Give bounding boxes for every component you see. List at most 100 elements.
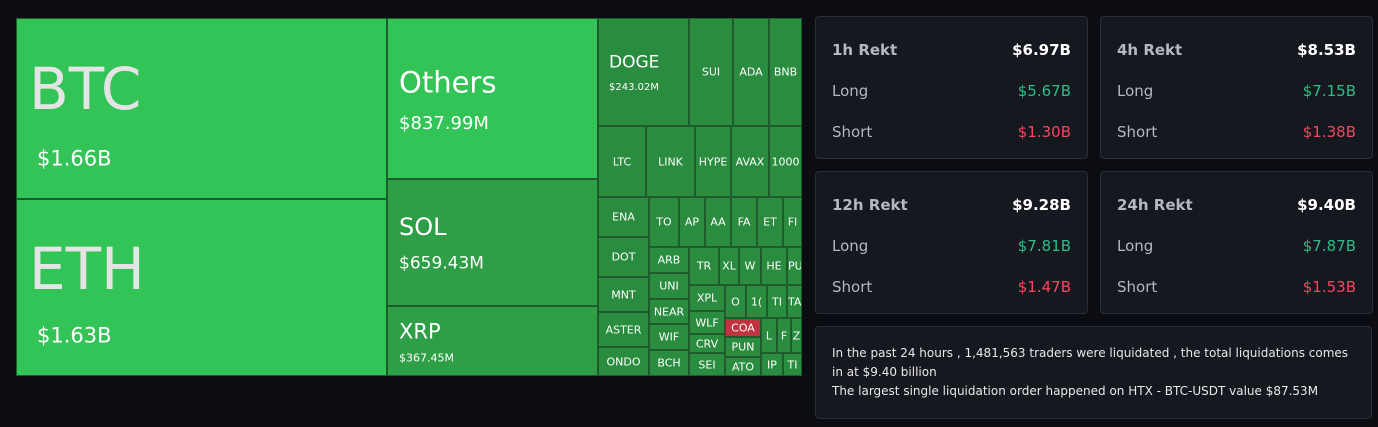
tile-label: 1000: [771, 155, 800, 168]
card-row: Long $7.81B: [832, 237, 1071, 255]
tile-value: $367.45M: [399, 351, 454, 365]
tile-label: AVAX: [735, 155, 765, 168]
treemap-tile: FA: [731, 197, 757, 247]
treemap-tile: ET: [757, 197, 783, 247]
tile-value: $243.02M: [609, 82, 659, 93]
card-title: 12h Rekt: [832, 196, 908, 214]
treemap-tile: LTC: [598, 126, 646, 197]
row-value: $1.47B: [1017, 278, 1071, 296]
tile-label: UNI: [659, 279, 679, 293]
treemap-tile: AVAX: [731, 126, 769, 197]
tile-label: TI: [787, 358, 798, 371]
tile-label: SEI: [698, 358, 716, 371]
tile-label: IP: [767, 358, 777, 371]
card-row: Short $1.38B: [1117, 123, 1356, 141]
treemap-tile: HYPE: [695, 126, 731, 197]
treemap-tile: XPL: [689, 285, 725, 311]
summary-line: In the past 24 hours , 1,481,563 traders…: [832, 346, 1349, 379]
treemap-tile: DOT: [598, 237, 649, 277]
row-label: Short: [1117, 123, 1158, 141]
row-label: Long: [1117, 237, 1154, 255]
card-row: Short $1.53B: [1117, 278, 1356, 296]
tile-label: LTC: [612, 155, 632, 168]
tile-label: PU: [788, 259, 802, 273]
tile-label: ATO: [731, 360, 755, 373]
tile-label: Others: [399, 65, 497, 100]
card-total: $9.28B: [1012, 196, 1071, 214]
treemap-tile: L: [761, 318, 777, 353]
treemap-tile: BNB: [769, 18, 802, 126]
stat-card: 12h Rekt $9.28B Long $7.81B Short $1.47B: [815, 171, 1088, 314]
treemap-tile: ONDO: [598, 347, 649, 376]
treemap-tile: ARB: [649, 247, 689, 273]
treemap-tile: ETH $1.63B: [16, 199, 387, 376]
tile-label: TI: [772, 295, 782, 308]
tile-label: AP: [684, 215, 700, 229]
row-label: Long: [832, 82, 869, 100]
tile-label: ADA: [739, 65, 763, 79]
treemap-tile: ADA: [733, 18, 769, 126]
tile-label: WLF: [695, 316, 719, 329]
treemap-tile: W: [739, 247, 761, 285]
row-label: Long: [832, 237, 869, 255]
treemap-tile: XL: [719, 247, 739, 285]
tile-label: LINK: [658, 155, 683, 168]
tile-value: $659.43M: [399, 253, 484, 274]
tile-label: TO: [656, 215, 672, 229]
tile-value: $837.99M: [399, 113, 489, 134]
tile-label: WIF: [658, 330, 680, 344]
card-row: Short $1.47B: [832, 278, 1071, 296]
treemap-tile: HE: [761, 247, 787, 285]
card-header: 12h Rekt $9.28B: [832, 196, 1071, 214]
row-label: Long: [1117, 82, 1154, 100]
treemap-tile: ATO: [725, 357, 761, 376]
tile-label: PUN: [731, 340, 755, 354]
card-row: Long $7.15B: [1117, 82, 1356, 100]
row-value: $5.67B: [1017, 82, 1071, 100]
tile-label: BTC: [29, 55, 142, 123]
treemap-tile: TR: [689, 247, 719, 285]
tile-label: HYPE: [698, 155, 728, 168]
treemap-tile: 1000: [769, 126, 802, 197]
tile-label: XPL: [696, 291, 718, 305]
treemap-tile: NEAR: [649, 299, 689, 324]
card-header: 4h Rekt $8.53B: [1117, 41, 1356, 59]
treemap-tile: SUI: [689, 18, 733, 126]
tile-label: DOGE: [609, 52, 660, 73]
treemap-tile: ASTER: [598, 312, 649, 347]
tile-label: BCH: [657, 356, 681, 370]
treemap-tile: TA: [787, 285, 802, 318]
row-value: $1.30B: [1017, 123, 1071, 141]
stat-card: 4h Rekt $8.53B Long $7.15B Short $1.38B: [1100, 16, 1373, 159]
treemap-tile: AP: [679, 197, 705, 247]
treemap-tile: CRV: [689, 334, 725, 353]
treemap-tile: WIF: [649, 324, 689, 350]
treemap-tile: BTC $1.66B: [16, 18, 387, 199]
tile-label: BNB: [773, 65, 798, 79]
treemap-tile: TI: [767, 285, 787, 318]
treemap-tile: TI: [783, 353, 802, 376]
card-title: 1h Rekt: [832, 41, 898, 59]
card-header: 24h Rekt $9.40B: [1117, 196, 1356, 214]
treemap-tile: WLF: [689, 311, 725, 334]
treemap-tile: COA: [725, 318, 761, 337]
treemap-tile: XRP $367.45M: [387, 306, 598, 376]
tile-label: XL: [722, 259, 736, 273]
tile-label: TR: [696, 259, 712, 273]
treemap-tile: PUN: [725, 337, 761, 357]
tile-label: L: [765, 329, 773, 342]
tile-label: FA: [737, 215, 751, 229]
row-value: $1.38B: [1302, 123, 1356, 141]
summary-line: The largest single liquidation order hap…: [832, 384, 1319, 398]
stat-card: 24h Rekt $9.40B Long $7.87B Short $1.53B: [1100, 171, 1373, 314]
row-value: $7.81B: [1017, 237, 1071, 255]
tile-label: HE: [766, 259, 782, 273]
tile-value: $1.63B: [37, 323, 112, 348]
treemap-tile: PU: [787, 247, 802, 285]
card-row: Short $1.30B: [832, 123, 1071, 141]
summary-panel: In the past 24 hours , 1,481,563 traders…: [815, 326, 1372, 419]
tile-label: ONDO: [606, 355, 641, 368]
tile-label: TA: [788, 295, 802, 308]
card-total: $6.97B: [1012, 41, 1071, 59]
